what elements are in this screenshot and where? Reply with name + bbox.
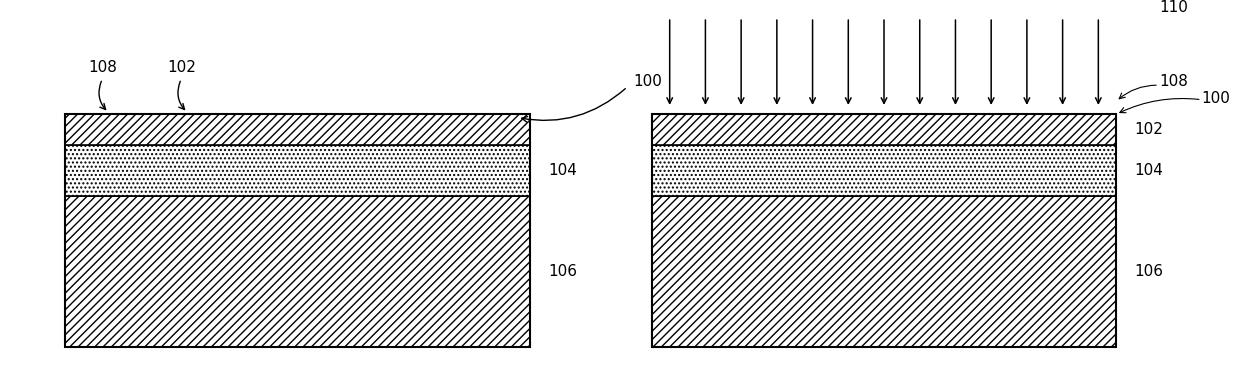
Bar <box>66 114 529 145</box>
Text: 106: 106 <box>1135 264 1163 279</box>
Bar <box>66 196 529 348</box>
Text: 110: 110 <box>1159 0 1188 15</box>
Bar <box>652 145 1116 196</box>
Text: 100: 100 <box>1202 91 1230 106</box>
Text: 102: 102 <box>1135 122 1163 137</box>
Text: 108: 108 <box>1159 74 1188 89</box>
Text: 100: 100 <box>634 74 662 89</box>
Bar <box>652 114 1116 145</box>
Text: 108: 108 <box>88 60 117 75</box>
Text: 104: 104 <box>548 163 577 178</box>
Bar <box>652 114 1116 348</box>
Text: 102: 102 <box>167 60 196 75</box>
Bar <box>66 145 529 196</box>
Bar <box>652 196 1116 348</box>
Text: 106: 106 <box>548 264 577 279</box>
Bar <box>66 114 529 348</box>
Text: 104: 104 <box>1135 163 1163 178</box>
